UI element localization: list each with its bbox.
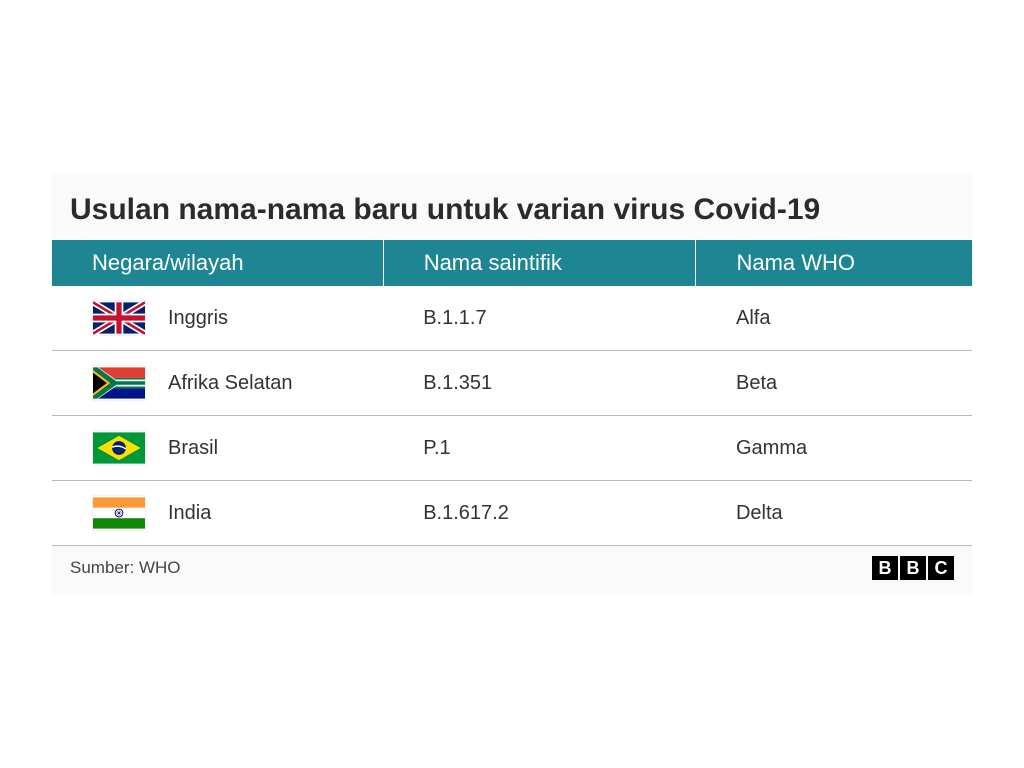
infographic-card: Usulan nama-nama baru untuk varian virus… bbox=[52, 174, 972, 594]
bbc-logo-icon: BBC bbox=[872, 556, 954, 580]
col-header-who: Nama WHO bbox=[696, 240, 972, 286]
table-header-row: Negara/wilayah Nama saintifik Nama WHO bbox=[52, 240, 972, 286]
who-name: Alfa bbox=[696, 286, 972, 351]
india-flag-icon bbox=[92, 495, 146, 531]
col-header-scientific: Nama saintifik bbox=[383, 240, 696, 286]
uk-flag-icon bbox=[92, 300, 146, 336]
chart-title: Usulan nama-nama baru untuk varian virus… bbox=[52, 192, 972, 240]
col-header-country: Negara/wilayah bbox=[52, 240, 383, 286]
country-name: Brasil bbox=[168, 437, 218, 460]
table-row: Afrika Selatan B.1.351 Beta bbox=[52, 351, 972, 416]
country-name: Inggris bbox=[168, 307, 228, 330]
source-label: Sumber: WHO bbox=[70, 558, 181, 578]
who-name: Beta bbox=[696, 351, 972, 416]
table-row: Inggris B.1.1.7 Alfa bbox=[52, 286, 972, 351]
variant-table: Negara/wilayah Nama saintifik Nama WHO bbox=[52, 240, 972, 546]
table-row: India B.1.617.2 Delta bbox=[52, 481, 972, 546]
country-name: India bbox=[168, 502, 211, 525]
scientific-name: P.1 bbox=[383, 416, 696, 481]
scientific-name: B.1.617.2 bbox=[383, 481, 696, 546]
scientific-name: B.1.351 bbox=[383, 351, 696, 416]
who-name: Gamma bbox=[696, 416, 972, 481]
brazil-flag-icon bbox=[92, 430, 146, 466]
scientific-name: B.1.1.7 bbox=[383, 286, 696, 351]
south-africa-flag-icon bbox=[92, 365, 146, 401]
country-name: Afrika Selatan bbox=[168, 372, 293, 395]
who-name: Delta bbox=[696, 481, 972, 546]
footer: Sumber: WHO BBC bbox=[52, 546, 972, 594]
table-row: Brasil P.1 Gamma bbox=[52, 416, 972, 481]
